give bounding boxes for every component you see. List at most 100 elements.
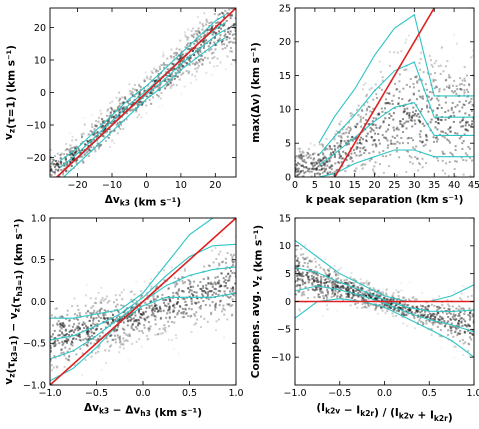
density-point xyxy=(101,117,104,120)
density-point xyxy=(450,329,453,332)
density-point xyxy=(453,290,456,293)
density-point xyxy=(77,334,80,337)
density-point xyxy=(50,349,52,352)
density-point xyxy=(137,324,140,327)
density-point xyxy=(231,41,234,44)
density-point xyxy=(189,286,192,289)
density-point xyxy=(297,265,300,268)
density-point xyxy=(318,173,321,176)
density-point xyxy=(128,99,131,102)
density-point xyxy=(58,176,61,177)
density-point xyxy=(404,307,407,310)
density-point xyxy=(321,291,324,294)
density-point xyxy=(304,286,307,289)
density-point xyxy=(110,334,113,337)
density-point xyxy=(118,126,121,129)
density-point xyxy=(159,332,162,335)
density-point xyxy=(111,115,114,118)
density-point xyxy=(66,153,69,156)
density-point xyxy=(419,58,422,61)
density-point xyxy=(352,294,355,297)
density-point xyxy=(78,312,81,315)
density-point xyxy=(396,134,399,137)
density-point xyxy=(57,334,60,337)
density-point xyxy=(216,282,219,285)
density-point xyxy=(296,269,299,272)
density-point xyxy=(199,281,202,284)
density-point xyxy=(168,311,171,314)
density-point xyxy=(295,267,297,270)
density-point xyxy=(136,104,139,107)
density-point xyxy=(352,285,355,288)
density-point xyxy=(71,305,74,308)
density-point xyxy=(323,284,326,287)
density-point xyxy=(360,153,363,156)
density-point xyxy=(416,309,419,312)
density-point xyxy=(346,293,349,296)
density-point xyxy=(457,308,460,311)
density-point xyxy=(311,282,314,285)
density-point xyxy=(306,297,309,300)
density-point xyxy=(65,340,68,343)
density-point xyxy=(297,278,300,281)
density-point xyxy=(150,90,153,93)
density-point xyxy=(203,12,206,15)
density-point xyxy=(404,298,407,301)
density-point xyxy=(118,105,121,108)
density-point xyxy=(448,86,451,89)
density-point xyxy=(143,317,146,320)
density-point xyxy=(89,338,92,341)
density-point xyxy=(228,276,231,279)
density-point xyxy=(458,297,461,300)
density-point xyxy=(184,61,187,64)
density-point xyxy=(308,259,311,262)
density-point xyxy=(136,327,139,330)
density-point xyxy=(398,156,401,159)
density-point xyxy=(366,283,369,286)
density-point xyxy=(435,114,438,117)
density-point xyxy=(150,102,153,105)
density-point xyxy=(176,313,179,316)
density-point xyxy=(398,142,401,145)
density-point xyxy=(405,310,408,313)
density-point xyxy=(331,284,334,287)
density-point xyxy=(107,136,110,139)
density-point xyxy=(318,186,320,188)
density-point xyxy=(466,129,469,132)
density-point xyxy=(50,359,52,362)
density-point xyxy=(231,271,234,274)
density-point xyxy=(349,156,352,159)
density-point xyxy=(146,77,149,80)
density-point xyxy=(417,119,420,122)
density-point xyxy=(302,175,305,177)
density-point xyxy=(295,248,298,251)
density-point xyxy=(189,48,192,51)
density-point xyxy=(90,114,93,117)
density-point xyxy=(125,339,128,342)
density-point xyxy=(143,80,146,83)
density-point xyxy=(464,324,467,327)
density-point xyxy=(461,324,464,327)
density-point xyxy=(108,299,111,302)
density-point xyxy=(306,169,309,172)
density-point xyxy=(357,104,360,107)
density-point xyxy=(219,34,222,37)
density-point xyxy=(56,152,59,155)
density-point xyxy=(75,353,78,356)
density-point xyxy=(405,314,408,317)
density-point xyxy=(171,68,174,71)
density-point xyxy=(455,160,458,163)
density-point xyxy=(109,317,112,320)
density-point xyxy=(175,283,178,286)
density-point xyxy=(199,54,202,57)
density-point xyxy=(91,125,94,128)
density-point xyxy=(169,86,172,89)
density-point xyxy=(372,292,375,295)
density-point xyxy=(183,269,186,272)
density-point xyxy=(100,126,103,129)
density-point xyxy=(446,299,449,302)
density-point xyxy=(160,97,163,100)
density-point xyxy=(131,311,134,314)
density-point xyxy=(351,295,354,298)
density-point xyxy=(203,265,206,268)
